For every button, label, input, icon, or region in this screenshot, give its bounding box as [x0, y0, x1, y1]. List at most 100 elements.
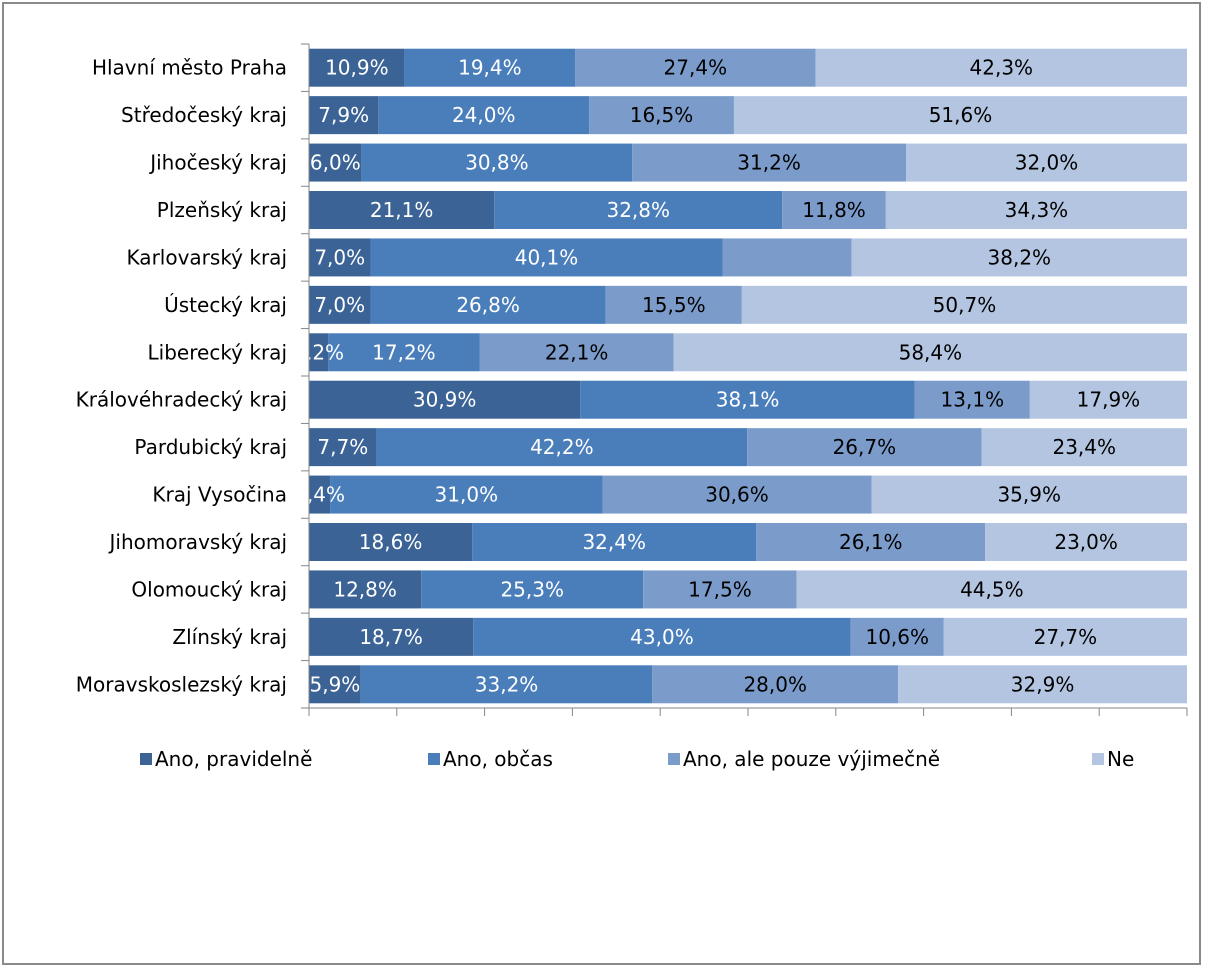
bar-segment: [652, 665, 899, 704]
bar-segment: [850, 617, 944, 656]
bar-segment: [309, 238, 371, 277]
legend-swatch: [428, 753, 440, 765]
bar-segment: [494, 191, 783, 229]
data-label: 16,5%: [630, 103, 694, 127]
data-label: 30,8%: [465, 151, 529, 175]
data-label: 27,7%: [1034, 625, 1098, 649]
data-label: 31,2%: [737, 151, 801, 175]
data-label: 26,8%: [456, 293, 520, 317]
bar-segment: [309, 285, 371, 324]
bar-segment: [981, 428, 1187, 467]
bar-segment: [360, 665, 653, 704]
bar-segment: [943, 617, 1187, 656]
data-label: 32,0%: [1015, 151, 1079, 175]
data-label: 25,3%: [500, 577, 564, 601]
data-label: 11,8%: [802, 198, 866, 222]
legend-label: Ano, pravidelně: [155, 747, 312, 771]
bar-segment: [1029, 380, 1187, 419]
category-label: Plzeňský kraj: [157, 198, 287, 222]
legend-label: Ne: [1107, 747, 1134, 771]
bar-segment: [782, 191, 886, 229]
bar-segment: [747, 428, 982, 467]
data-label: 38,1%: [716, 388, 780, 412]
data-label: 38,2%: [988, 245, 1052, 269]
legend-swatch: [1092, 753, 1104, 765]
data-label: 30,9%: [413, 388, 477, 412]
data-label: 32,8%: [606, 198, 670, 222]
bar-segment: [421, 570, 644, 609]
bar-segment: [309, 96, 379, 135]
data-label: 7,7%: [317, 435, 368, 459]
bar-segment: [871, 475, 1187, 514]
bar-segment: [733, 96, 1187, 135]
data-label: 18,7%: [359, 625, 423, 649]
legend-label: Ano, občas: [443, 747, 553, 771]
bar-segment: [479, 333, 674, 372]
data-label: 10,6%: [865, 625, 929, 649]
bar-segment: [378, 96, 590, 135]
category-label: Moravskoslezský kraj: [76, 672, 287, 696]
data-label: 23,0%: [1054, 530, 1118, 554]
data-label: 7,0%: [314, 245, 365, 269]
bar-segment: [673, 333, 1187, 372]
data-label: 23,4%: [1052, 435, 1116, 459]
category-label: Ústecký kraj: [164, 293, 287, 317]
bar-segment: [906, 143, 1187, 182]
data-label: 6,0%: [310, 151, 361, 175]
data-label: 17,5%: [688, 577, 752, 601]
data-label: 42,2%: [530, 435, 594, 459]
category-label: Karlovarský kraj: [127, 245, 287, 269]
data-label: 31,0%: [435, 483, 499, 507]
category-label: Jihočeský kraj: [148, 151, 287, 175]
data-label: 50,7%: [933, 293, 997, 317]
bar-segment: [376, 428, 748, 467]
bar-segment: [309, 523, 473, 561]
data-label: 18,6%: [359, 530, 423, 554]
bar-segment: [370, 285, 606, 324]
bar-segment: [309, 428, 377, 467]
legend-swatch: [668, 753, 680, 765]
data-label: 19,4%: [458, 56, 522, 80]
data-label: 7,9%: [318, 103, 369, 127]
bar-segment: [914, 380, 1030, 419]
data-label: 2,2%: [293, 340, 344, 364]
bar-segment: [309, 570, 422, 609]
data-label: 58,4%: [899, 340, 963, 364]
category-label: Středočeský kraj: [121, 103, 287, 127]
bar-segment: [473, 617, 851, 656]
bar-segment: [309, 475, 331, 514]
data-label: 26,1%: [839, 530, 903, 554]
category-label: Olomoucký kraj: [131, 577, 287, 601]
bar-segment: [309, 333, 329, 372]
bar-segment: [898, 665, 1187, 704]
bar-segment: [309, 617, 474, 656]
data-label: 40,1%: [515, 245, 579, 269]
bar-segment: [632, 143, 907, 182]
data-label: 13,1%: [941, 388, 1005, 412]
bar-segment: [575, 48, 816, 87]
category-label: Kraj Vysočina: [152, 483, 287, 507]
axis-layer: Hlavní město Praha Středočeský kraj Jihoče…: [76, 43, 1188, 716]
bar-segment: [309, 665, 361, 704]
bar-segment: [472, 523, 757, 561]
bars-layer: [309, 48, 1187, 704]
bar-segment: [796, 570, 1187, 609]
bar-segment: [328, 333, 480, 372]
data-label: 22,1%: [545, 340, 609, 364]
data-label: 33,2%: [475, 672, 539, 696]
data-label: 10,9%: [325, 56, 389, 80]
data-label: 2,4%: [294, 483, 345, 507]
bar-segment: [330, 475, 603, 514]
data-label: 42,3%: [970, 56, 1034, 80]
category-label: Hlavní město Praha: [92, 56, 287, 80]
data-label: 27,4%: [664, 56, 728, 80]
data-label: 21,1%: [370, 198, 434, 222]
category-label: Pardubický kraj: [134, 435, 287, 459]
bar-segment: [985, 523, 1187, 561]
legend-swatch: [140, 753, 152, 765]
bar-segment: [722, 238, 852, 277]
bar-segment: [605, 285, 742, 324]
data-label: 24,0%: [452, 103, 516, 127]
data-label: 17,2%: [372, 340, 436, 364]
category-label: Jihomoravský kraj: [108, 530, 288, 554]
